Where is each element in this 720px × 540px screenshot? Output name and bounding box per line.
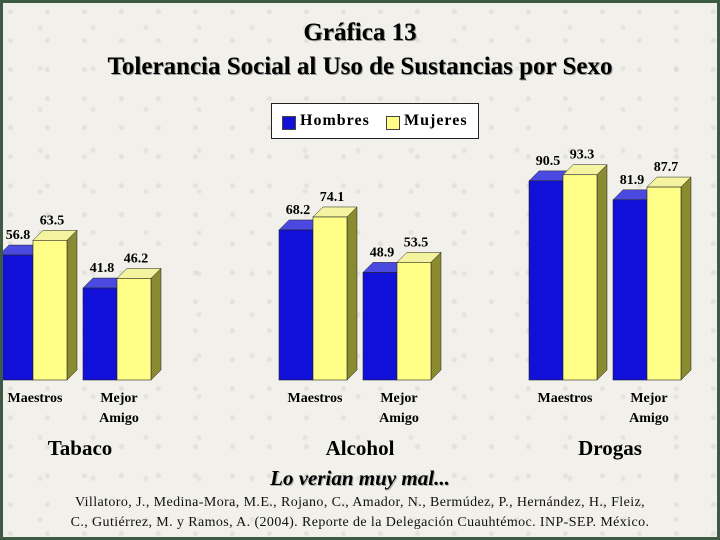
bar-drogas-0-hombres-value-label: 90.5 — [536, 154, 561, 169]
bar-drogas-0-mujeres — [562, 174, 598, 381]
bar-alcohol-1-hombres — [362, 272, 398, 381]
bar-alcohol-0-hombres — [278, 229, 314, 381]
bar-drogas-1-hombres-value-label: 81.9 — [620, 173, 645, 188]
bar-alcohol-0-mujeres-side — [346, 206, 358, 381]
bar-alcohol-0-mujeres — [312, 216, 348, 381]
legend-swatch-mujeres — [386, 116, 400, 130]
citation-line-1: Villatoro, J., Medina-Mora, M.E., Rojano… — [74, 495, 646, 510]
legend-swatch-hombres — [282, 116, 296, 130]
chart-title: Gráfica 13 — [303, 19, 417, 46]
category-label-alcohol-1-1: Amigo — [379, 411, 419, 426]
bar-drogas-1-mujeres — [646, 186, 682, 381]
bar-tabaco-1-mujeres-value-label: 46.2 — [124, 251, 149, 266]
bar-alcohol-1-mujeres-value-label: 53.5 — [404, 235, 429, 250]
legend-label-hombres: Hombres — [300, 112, 370, 129]
bar-chart: 56.8 63.5 Maestros 41.8 46.2 Mejor Amigo Tabaco… — [3, 148, 692, 460]
chart-subtitle: Tolerancia Social al Uso de Sustancias p… — [107, 53, 613, 80]
bar-tabaco-0-mujeres — [32, 240, 68, 381]
bar-tabaco-1-hombres — [82, 287, 118, 381]
caption: Lo verian muy mal... — [270, 466, 450, 490]
bar-alcohol-1-mujeres — [396, 261, 432, 381]
bar-drogas-1-hombres — [612, 199, 648, 381]
bar-tabaco-0-hombres — [3, 254, 34, 381]
category-label-tabaco-1-0: Mejor — [100, 391, 137, 406]
bar-alcohol-0-hombres-value-label: 68.2 — [286, 203, 311, 218]
category-label-tabaco-1-1: Amigo — [99, 411, 139, 426]
bar-tabaco-1-mujeres-side — [150, 267, 162, 381]
bar-alcohol-0-mujeres-value-label: 74.1 — [320, 190, 345, 205]
bar-tabaco-1-hombres-value-label: 41.8 — [90, 261, 115, 276]
bar-tabaco-0-mujeres-side — [66, 229, 78, 381]
slide: Gráfica 13 Tolerancia Social al Uso de S… — [3, 3, 717, 537]
bar-tabaco-1-mujeres — [116, 278, 152, 381]
category-label-alcohol-1-0: Mejor — [380, 391, 417, 406]
bar-drogas-1-mujeres-value-label: 87.7 — [654, 160, 679, 175]
bar-drogas-0-mujeres-value-label: 93.3 — [570, 148, 595, 163]
group-label-alcohol: Alcohol — [326, 436, 395, 460]
citation-line-2: C., Gutiérrez, M. y Ramos, A. (2004). Re… — [70, 515, 650, 530]
bar-drogas-0-hombres — [528, 180, 564, 381]
category-label-drogas-1-0: Mejor — [630, 391, 667, 406]
bar-drogas-0-mujeres-side — [596, 164, 608, 381]
group-label-drogas: Drogas — [578, 436, 642, 460]
bar-tabaco-0-mujeres-value-label: 63.5 — [40, 213, 65, 228]
bar-alcohol-1-mujeres-side — [430, 251, 442, 381]
category-label-tabaco-0-0: Maestros — [8, 391, 63, 406]
category-label-drogas-1-1: Amigo — [629, 411, 669, 426]
category-label-drogas-0-0: Maestros — [538, 391, 593, 406]
legend: Hombres Mujeres — [271, 103, 479, 139]
bar-alcohol-1-hombres-value-label: 48.9 — [370, 245, 395, 260]
category-label-alcohol-0-0: Maestros — [288, 391, 343, 406]
bar-tabaco-0-hombres-value-label: 56.8 — [6, 228, 31, 243]
legend-label-mujeres: Mujeres — [404, 112, 468, 129]
group-label-tabaco: Tabaco — [48, 436, 113, 460]
bar-drogas-1-mujeres-side — [680, 176, 692, 381]
